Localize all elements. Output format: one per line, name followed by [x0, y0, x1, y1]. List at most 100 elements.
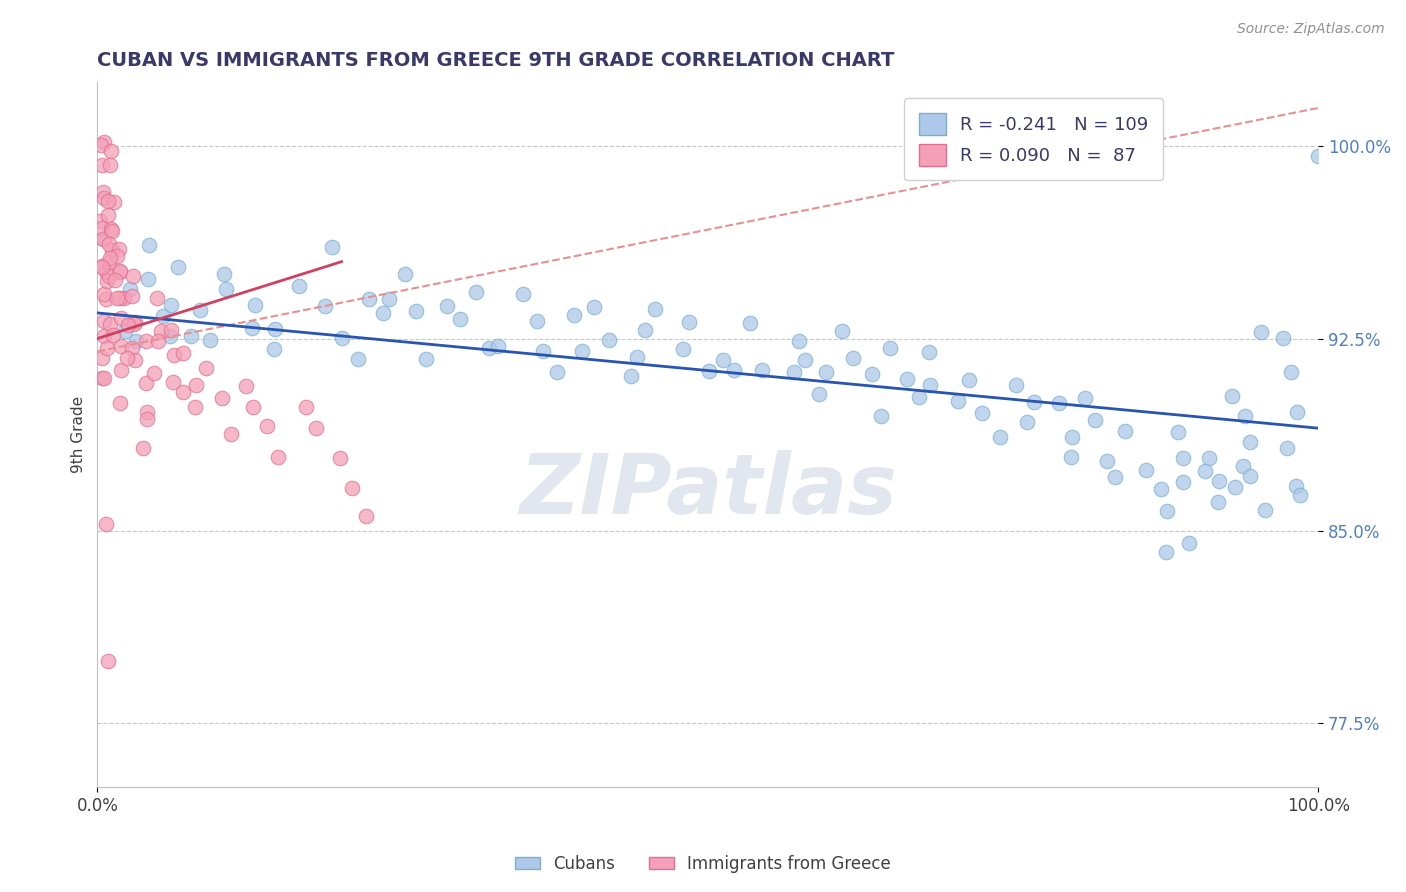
Point — [1047, 396, 1070, 410]
Point — [287, 279, 309, 293]
Point — [98, 317, 121, 331]
Point — [110, 264, 132, 278]
Point — [167, 260, 190, 274]
Point — [807, 387, 830, 401]
Text: CUBAN VS IMMIGRANTS FROM GREECE 9TH GRADE CORRELATION CHART: CUBAN VS IMMIGRANTS FROM GREECE 9TH GRAD… — [97, 51, 894, 70]
Point — [240, 320, 263, 334]
Point — [415, 352, 437, 367]
Point — [373, 306, 395, 320]
Point — [972, 407, 994, 421]
Point — [1022, 395, 1045, 409]
Point — [918, 345, 941, 359]
Point — [159, 329, 181, 343]
Point — [117, 318, 139, 332]
Point — [245, 298, 267, 312]
Point — [526, 313, 548, 327]
Point — [314, 299, 336, 313]
Point — [1005, 377, 1028, 392]
Point — [814, 365, 837, 379]
Point — [97, 654, 120, 668]
Point — [115, 351, 138, 365]
Point — [152, 310, 174, 324]
Point — [1167, 425, 1189, 439]
Point — [91, 371, 114, 385]
Point — [394, 267, 416, 281]
Point — [359, 292, 381, 306]
Point — [184, 400, 207, 414]
Point — [332, 331, 354, 345]
Point — [1150, 483, 1173, 497]
Point — [619, 369, 641, 384]
Point — [172, 384, 194, 399]
Point — [672, 343, 695, 357]
Point — [831, 324, 853, 338]
Point — [90, 259, 112, 273]
Point — [1074, 391, 1097, 405]
Point — [723, 363, 745, 377]
Point — [108, 265, 131, 279]
Point — [122, 318, 145, 332]
Point — [98, 251, 121, 265]
Point — [842, 351, 865, 365]
Point — [112, 291, 135, 305]
Point — [121, 341, 143, 355]
Legend: Cubans, Immigrants from Greece: Cubans, Immigrants from Greece — [509, 848, 897, 880]
Point — [678, 315, 700, 329]
Point — [91, 351, 114, 366]
Point — [122, 268, 145, 283]
Point — [97, 194, 120, 208]
Point — [148, 334, 170, 349]
Point — [1254, 503, 1277, 517]
Point — [215, 282, 238, 296]
Point — [135, 334, 157, 348]
Point — [96, 274, 118, 288]
Point — [89, 214, 111, 228]
Point — [1239, 468, 1261, 483]
Point — [97, 208, 120, 222]
Point — [136, 405, 159, 419]
Point — [219, 426, 242, 441]
Point — [711, 353, 734, 368]
Point — [948, 394, 970, 409]
Point — [546, 365, 568, 379]
Point — [1232, 458, 1254, 473]
Point — [135, 376, 157, 390]
Point — [94, 292, 117, 306]
Point — [1250, 325, 1272, 339]
Point — [1114, 424, 1136, 438]
Point — [125, 334, 148, 348]
Point — [186, 377, 208, 392]
Point — [263, 342, 285, 356]
Point — [789, 334, 811, 349]
Point — [1308, 149, 1330, 163]
Point — [121, 289, 143, 303]
Point — [146, 292, 169, 306]
Point — [107, 243, 129, 257]
Point — [159, 298, 181, 312]
Point — [920, 378, 942, 392]
Point — [512, 287, 534, 301]
Point — [242, 400, 264, 414]
Point — [93, 232, 115, 246]
Point — [321, 240, 343, 254]
Point — [1208, 474, 1230, 488]
Point — [1060, 430, 1083, 444]
Point — [354, 508, 377, 523]
Point — [118, 281, 141, 295]
Point — [1234, 409, 1257, 424]
Point — [1289, 488, 1312, 502]
Point — [98, 158, 121, 172]
Point — [378, 292, 401, 306]
Point — [1198, 451, 1220, 466]
Point — [1135, 463, 1157, 477]
Point — [1279, 365, 1302, 379]
Point — [98, 236, 121, 251]
Point — [138, 238, 160, 252]
Point — [135, 411, 157, 425]
Point — [464, 285, 486, 299]
Point — [1223, 480, 1246, 494]
Point — [907, 390, 929, 404]
Point — [172, 345, 194, 359]
Point — [1060, 450, 1083, 464]
Point — [101, 224, 124, 238]
